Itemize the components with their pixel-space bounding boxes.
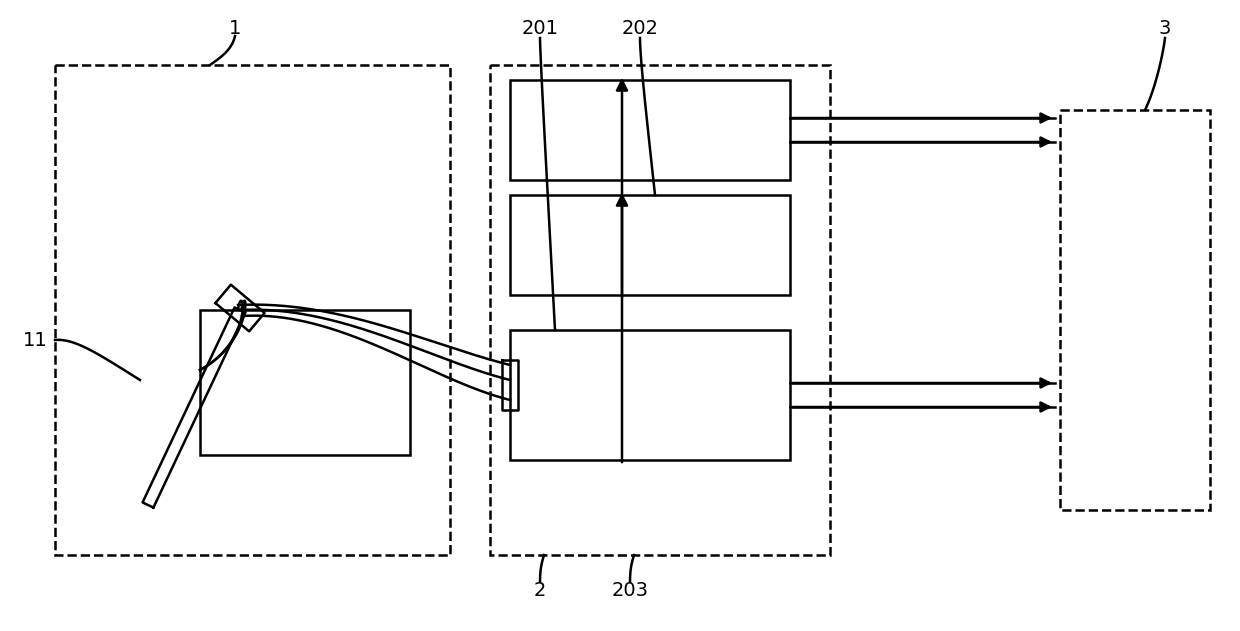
Text: 203: 203 — [611, 581, 649, 599]
Text: 11: 11 — [22, 331, 47, 350]
Text: 201: 201 — [522, 18, 558, 37]
Text: 202: 202 — [621, 18, 658, 37]
Text: 3: 3 — [1159, 18, 1172, 37]
Text: 2: 2 — [533, 581, 546, 599]
Text: 1: 1 — [229, 18, 242, 37]
